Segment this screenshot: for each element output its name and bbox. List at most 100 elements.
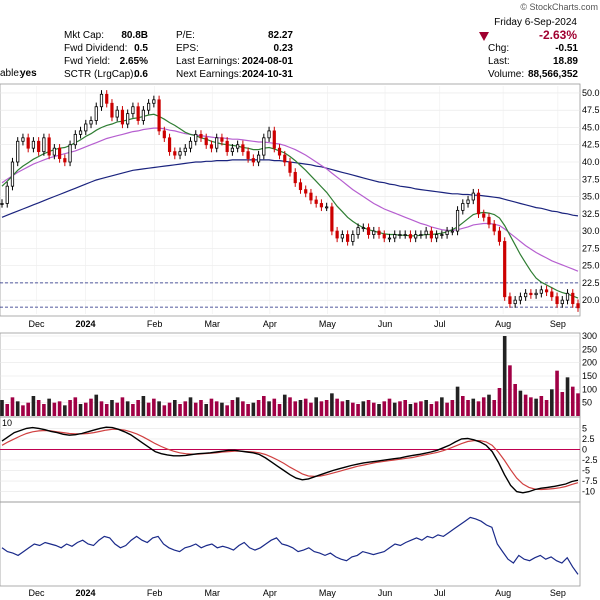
volume-bar <box>345 400 350 416</box>
volume-bar <box>209 398 214 416</box>
volume-bar <box>178 404 182 416</box>
price-candle <box>52 147 56 156</box>
volume-bar <box>565 377 570 416</box>
volume-bar <box>340 401 345 416</box>
price-candle <box>262 137 266 156</box>
x-tick-label: Jun <box>378 588 393 598</box>
tick-label: 25.0 <box>582 261 600 271</box>
price-candle <box>256 154 261 163</box>
price-candle <box>351 234 355 242</box>
cut-label: able: <box>0 68 22 79</box>
header-mid-stats: P/E: 82.27 EPS: 0.23 Last Earnings: 2024-08-0… <box>176 30 293 80</box>
x-tick-label: Sep <box>550 588 566 598</box>
x-axis-upper: Dec 2024 Feb Mar Apr May Jun Jul Aug Sep <box>29 319 566 329</box>
tick-label: -10 <box>582 487 595 497</box>
sma-short-line <box>1 113 579 299</box>
volume-bar <box>63 405 67 416</box>
volume-bar <box>21 405 25 416</box>
volume-bar <box>173 400 177 416</box>
volume-bar <box>492 400 497 416</box>
tick-label: 50.0 <box>582 88 600 98</box>
price-candle <box>0 203 4 205</box>
volume-bar <box>293 401 298 416</box>
volume-bar <box>466 400 470 416</box>
tick-label: -5 <box>582 466 590 476</box>
volume-bar <box>246 404 250 416</box>
tick-label: 27.5 <box>582 243 600 253</box>
tick-label: 40.0 <box>582 157 600 167</box>
tick-label: 35.0 <box>582 192 600 202</box>
volume-bar <box>309 402 313 416</box>
price-candle <box>450 230 454 233</box>
volume-bar <box>131 404 135 416</box>
volume-bar <box>461 396 465 416</box>
volume-bar <box>115 402 119 416</box>
price-candle <box>147 102 151 111</box>
price-candle <box>131 106 135 115</box>
price-candle <box>414 234 418 239</box>
x-tick-label: 2024 <box>76 319 96 329</box>
stat-value: 0.23 <box>274 43 294 54</box>
volume-bar <box>15 401 20 416</box>
price-candle <box>236 144 240 149</box>
price-candle <box>152 99 156 104</box>
macd-top-label: 10 <box>2 418 12 428</box>
price-candle <box>298 182 303 191</box>
price-candle <box>37 140 41 153</box>
price-candle <box>492 223 496 232</box>
tick-label: 300 <box>582 331 597 341</box>
price-candle <box>10 161 15 187</box>
stat-label: P/E: <box>176 30 195 41</box>
price-candle <box>408 234 413 239</box>
price-candle <box>304 189 308 194</box>
price-panel: 50.0 47.5 45.0 42.5 40.0 37.5 35.0 32.5 30.0 27.5… <box>0 83 600 317</box>
volume-bar <box>157 401 161 416</box>
volume-bar <box>162 405 167 416</box>
price-candle <box>194 133 198 142</box>
stat-label: Last: <box>488 56 510 67</box>
tick-label: 5 <box>582 423 587 433</box>
price-candle <box>209 144 214 149</box>
volume-bar <box>251 402 256 416</box>
tick-label: 30.0 <box>582 226 600 236</box>
volume-bar <box>502 336 507 416</box>
price-candle <box>293 171 297 184</box>
price-candle <box>440 234 444 236</box>
price-candle <box>31 140 36 149</box>
price-candle <box>576 303 580 309</box>
price-candle <box>115 109 119 118</box>
tick-label: 50 <box>582 398 592 408</box>
macd-signal-line <box>1 428 579 491</box>
price-candle <box>173 151 177 156</box>
volume-bar <box>220 402 224 416</box>
rs-line <box>1 516 579 575</box>
price-candle <box>361 227 365 230</box>
rs-series <box>1 516 579 575</box>
date-line: Friday 6-Sep-2024 <box>494 17 577 28</box>
macd-series <box>1 426 579 494</box>
volume-bar <box>508 365 512 416</box>
stat-label: Mkt Cap: <box>64 30 104 41</box>
x-tick-label: May <box>319 319 337 329</box>
price-candle <box>199 133 203 139</box>
price-candle <box>84 123 88 132</box>
price-candle <box>188 140 193 149</box>
volume-bar <box>440 397 444 416</box>
x-tick-label: May <box>319 588 337 598</box>
volume-bar <box>424 400 428 416</box>
stat-value: 2024-10-31 <box>242 69 294 80</box>
tick-label: 0 <box>582 444 587 454</box>
volume-bar <box>419 401 423 416</box>
volume-bar <box>99 401 104 416</box>
volume-bar <box>188 397 193 416</box>
price-candle <box>335 230 339 239</box>
price-candle <box>288 161 292 173</box>
x-tick-label: Dec <box>29 319 46 329</box>
price-candle <box>21 137 25 142</box>
volume-bar <box>314 397 318 416</box>
price-candle <box>476 192 481 215</box>
price-candle <box>230 147 234 153</box>
volume-bar <box>529 397 533 416</box>
tick-label: 32.5 <box>582 209 600 219</box>
price-candle <box>466 199 470 204</box>
